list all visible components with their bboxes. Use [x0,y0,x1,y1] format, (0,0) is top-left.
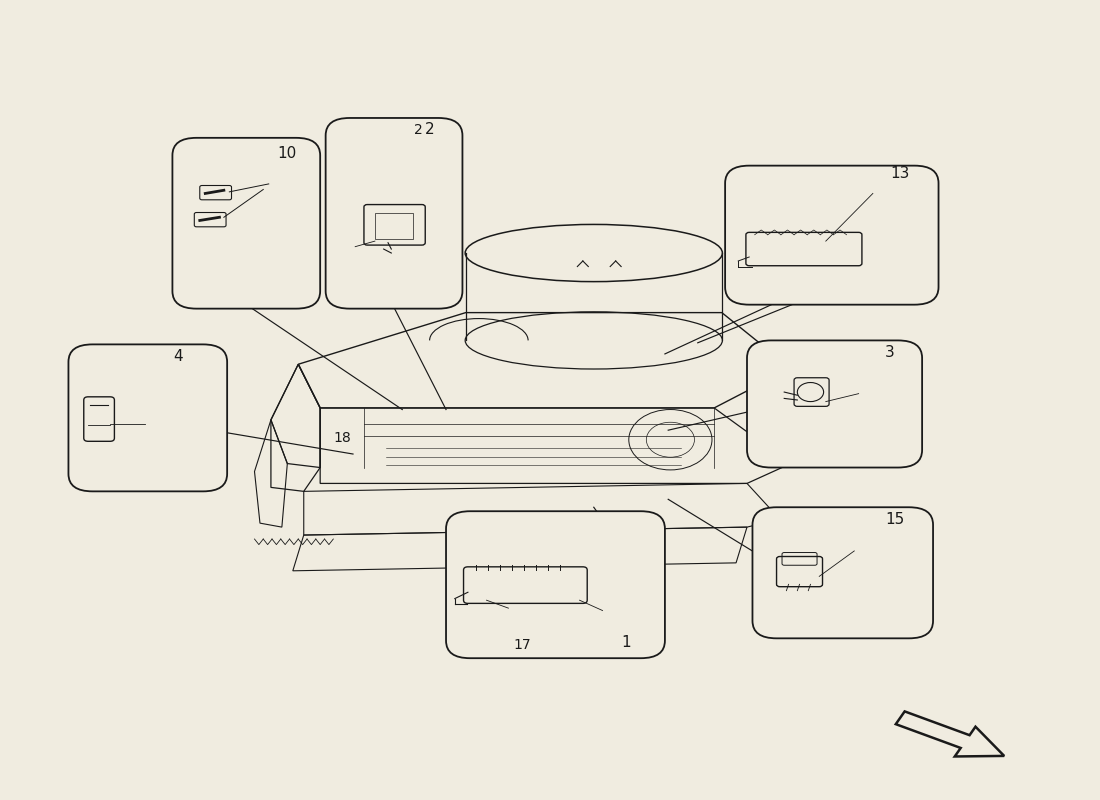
Text: 18: 18 [333,431,351,445]
Text: 17: 17 [514,638,531,652]
FancyBboxPatch shape [752,507,933,638]
Text: 2: 2 [425,122,435,138]
FancyBboxPatch shape [747,341,922,467]
Text: 3: 3 [884,345,894,360]
Text: 10: 10 [277,146,297,162]
Text: 13: 13 [891,166,910,181]
FancyBboxPatch shape [173,138,320,309]
Text: 1: 1 [621,635,631,650]
Text: 15: 15 [886,512,904,526]
FancyBboxPatch shape [725,166,938,305]
FancyBboxPatch shape [446,511,664,658]
FancyBboxPatch shape [326,118,462,309]
Text: 2: 2 [415,123,424,137]
Text: 4: 4 [173,349,183,364]
Bar [375,213,414,238]
FancyBboxPatch shape [68,344,227,491]
